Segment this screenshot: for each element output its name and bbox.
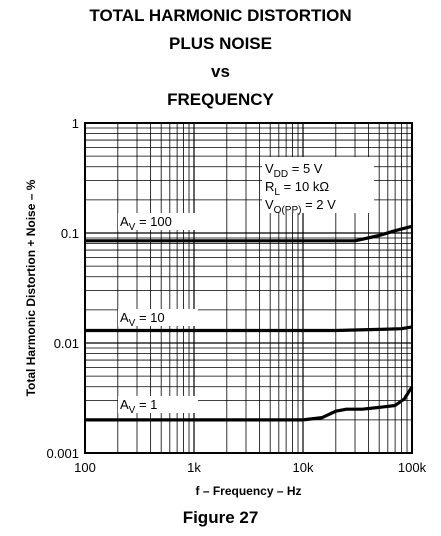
y-tick-label: 0.1 <box>61 226 79 241</box>
series-label-background <box>118 309 198 326</box>
series-line-3 <box>85 385 414 422</box>
x-tick-label: 10k <box>293 460 314 475</box>
condition-text: VO(PP) = 2 V <box>265 197 336 216</box>
x-tick-label: 100 <box>74 460 96 475</box>
series-line-2 <box>85 325 413 333</box>
y-axis-label: Total Harmonic Distortion + Noise – % <box>24 179 38 396</box>
chart-title-line-1: TOTAL HARMONIC DISTORTION <box>89 6 352 25</box>
chart-title-line-2: PLUS NOISE <box>169 34 272 53</box>
plot-frame <box>84 122 413 454</box>
series-lines <box>85 224 414 422</box>
series-label-2: AV = 10 <box>120 310 165 329</box>
y-tick-label: 1 <box>72 116 79 131</box>
condition-text: RL = 10 kΩ <box>265 179 329 198</box>
tick-labels: 100 1k 10k 100k 0.001 0.01 0.1 1 <box>46 116 426 475</box>
y-tick-label: 0.001 <box>46 446 79 461</box>
y-tick-label: 0.01 <box>54 336 79 351</box>
series-labels: AV = 100 AV = 10 AV = 1 <box>118 213 198 416</box>
series-line-1 <box>85 224 413 243</box>
series-label-3: AV = 1 <box>120 397 157 416</box>
x-axis-label: f – Frequency – Hz <box>195 484 301 498</box>
figure-caption: Figure 27 <box>182 508 259 527</box>
conditions-background <box>262 157 374 213</box>
x-tick-label: 100k <box>398 460 427 475</box>
chart-title-line-3: vs <box>211 62 230 81</box>
series-label-background <box>118 396 198 413</box>
series-label-background <box>118 213 198 230</box>
condition-text: VDD = 5 V <box>265 161 323 180</box>
series-label-1: AV = 100 <box>120 214 172 233</box>
chart-title-line-4: FREQUENCY <box>167 90 274 109</box>
x-tick-label: 1k <box>187 460 201 475</box>
